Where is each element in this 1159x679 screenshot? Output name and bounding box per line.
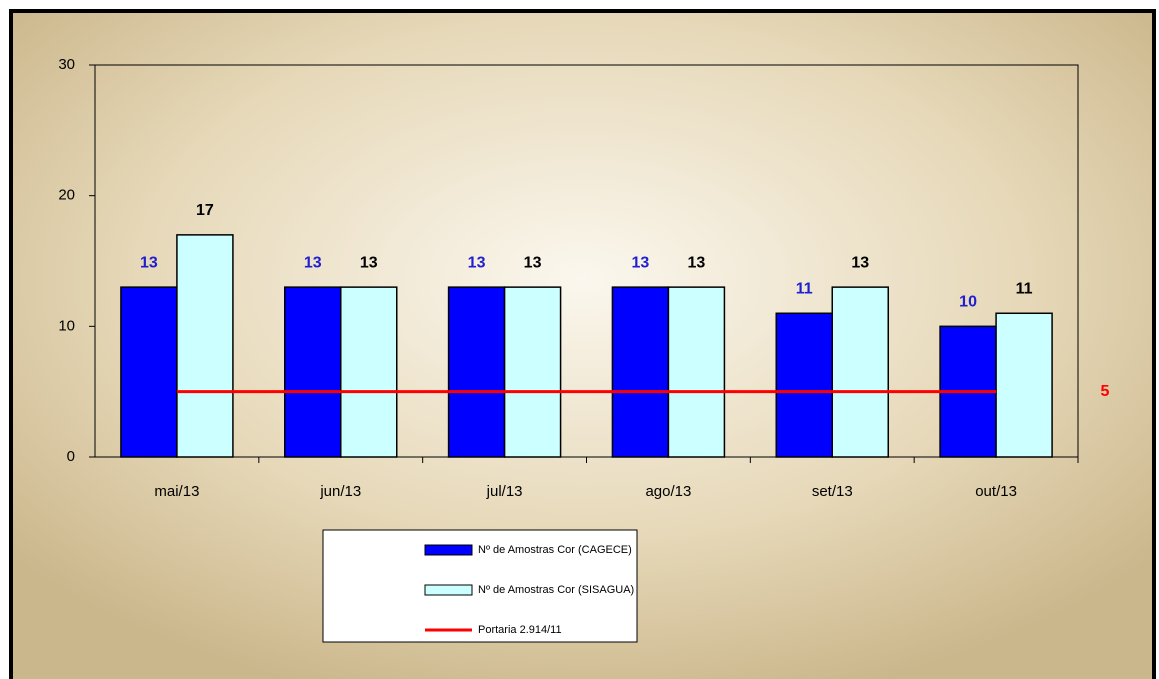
- x-tick-label: mai/13: [154, 483, 199, 500]
- bar: [995, 312, 1053, 458]
- y-tick-label: 0: [67, 448, 75, 465]
- data-label: 11: [1016, 280, 1033, 297]
- x-tick-label: jun/13: [319, 483, 361, 500]
- legend-swatch: [424, 544, 473, 556]
- bar: [775, 312, 833, 458]
- y-tick-label: 20: [58, 187, 75, 204]
- x-tick-label: jul/13: [486, 483, 523, 500]
- bar: [667, 286, 726, 458]
- data-label: 13: [468, 254, 486, 271]
- bar: [340, 286, 398, 458]
- bar: [284, 286, 342, 458]
- data-label: 13: [524, 254, 542, 271]
- y-tick-label: 30: [58, 56, 75, 73]
- data-label: 13: [304, 254, 322, 271]
- data-label: 13: [360, 254, 378, 271]
- data-label: 10: [959, 294, 977, 311]
- bar: [120, 286, 178, 458]
- x-tick-label: set/13: [812, 483, 853, 500]
- legend-box: [322, 529, 638, 643]
- bar: [831, 286, 889, 458]
- data-label: 13: [851, 254, 869, 271]
- legend-label: Nº de Amostras Cor (CAGECE): [478, 544, 632, 556]
- legend-swatch: [424, 584, 473, 596]
- x-tick-label: out/13: [975, 483, 1017, 500]
- bar: [611, 286, 670, 458]
- legend-label: Nº de Amostras Cor (SISAGUA): [478, 584, 634, 596]
- x-tick-label: ago/13: [645, 483, 691, 500]
- data-label: 11: [796, 280, 813, 297]
- data-label: 13: [632, 254, 650, 271]
- data-label: 17: [196, 202, 214, 219]
- legend: Nº de Amostras Cor (CAGECE) Nº de Amostra…: [322, 529, 638, 643]
- bar: [176, 234, 234, 458]
- bar: [447, 286, 506, 458]
- data-label: 13: [688, 254, 706, 271]
- bar: [503, 286, 562, 458]
- data-label: 13: [140, 254, 158, 271]
- line-label: 5: [1101, 383, 1110, 400]
- legend-label: Portaria 2.914/11: [478, 624, 562, 636]
- y-tick-label: 10: [58, 317, 75, 334]
